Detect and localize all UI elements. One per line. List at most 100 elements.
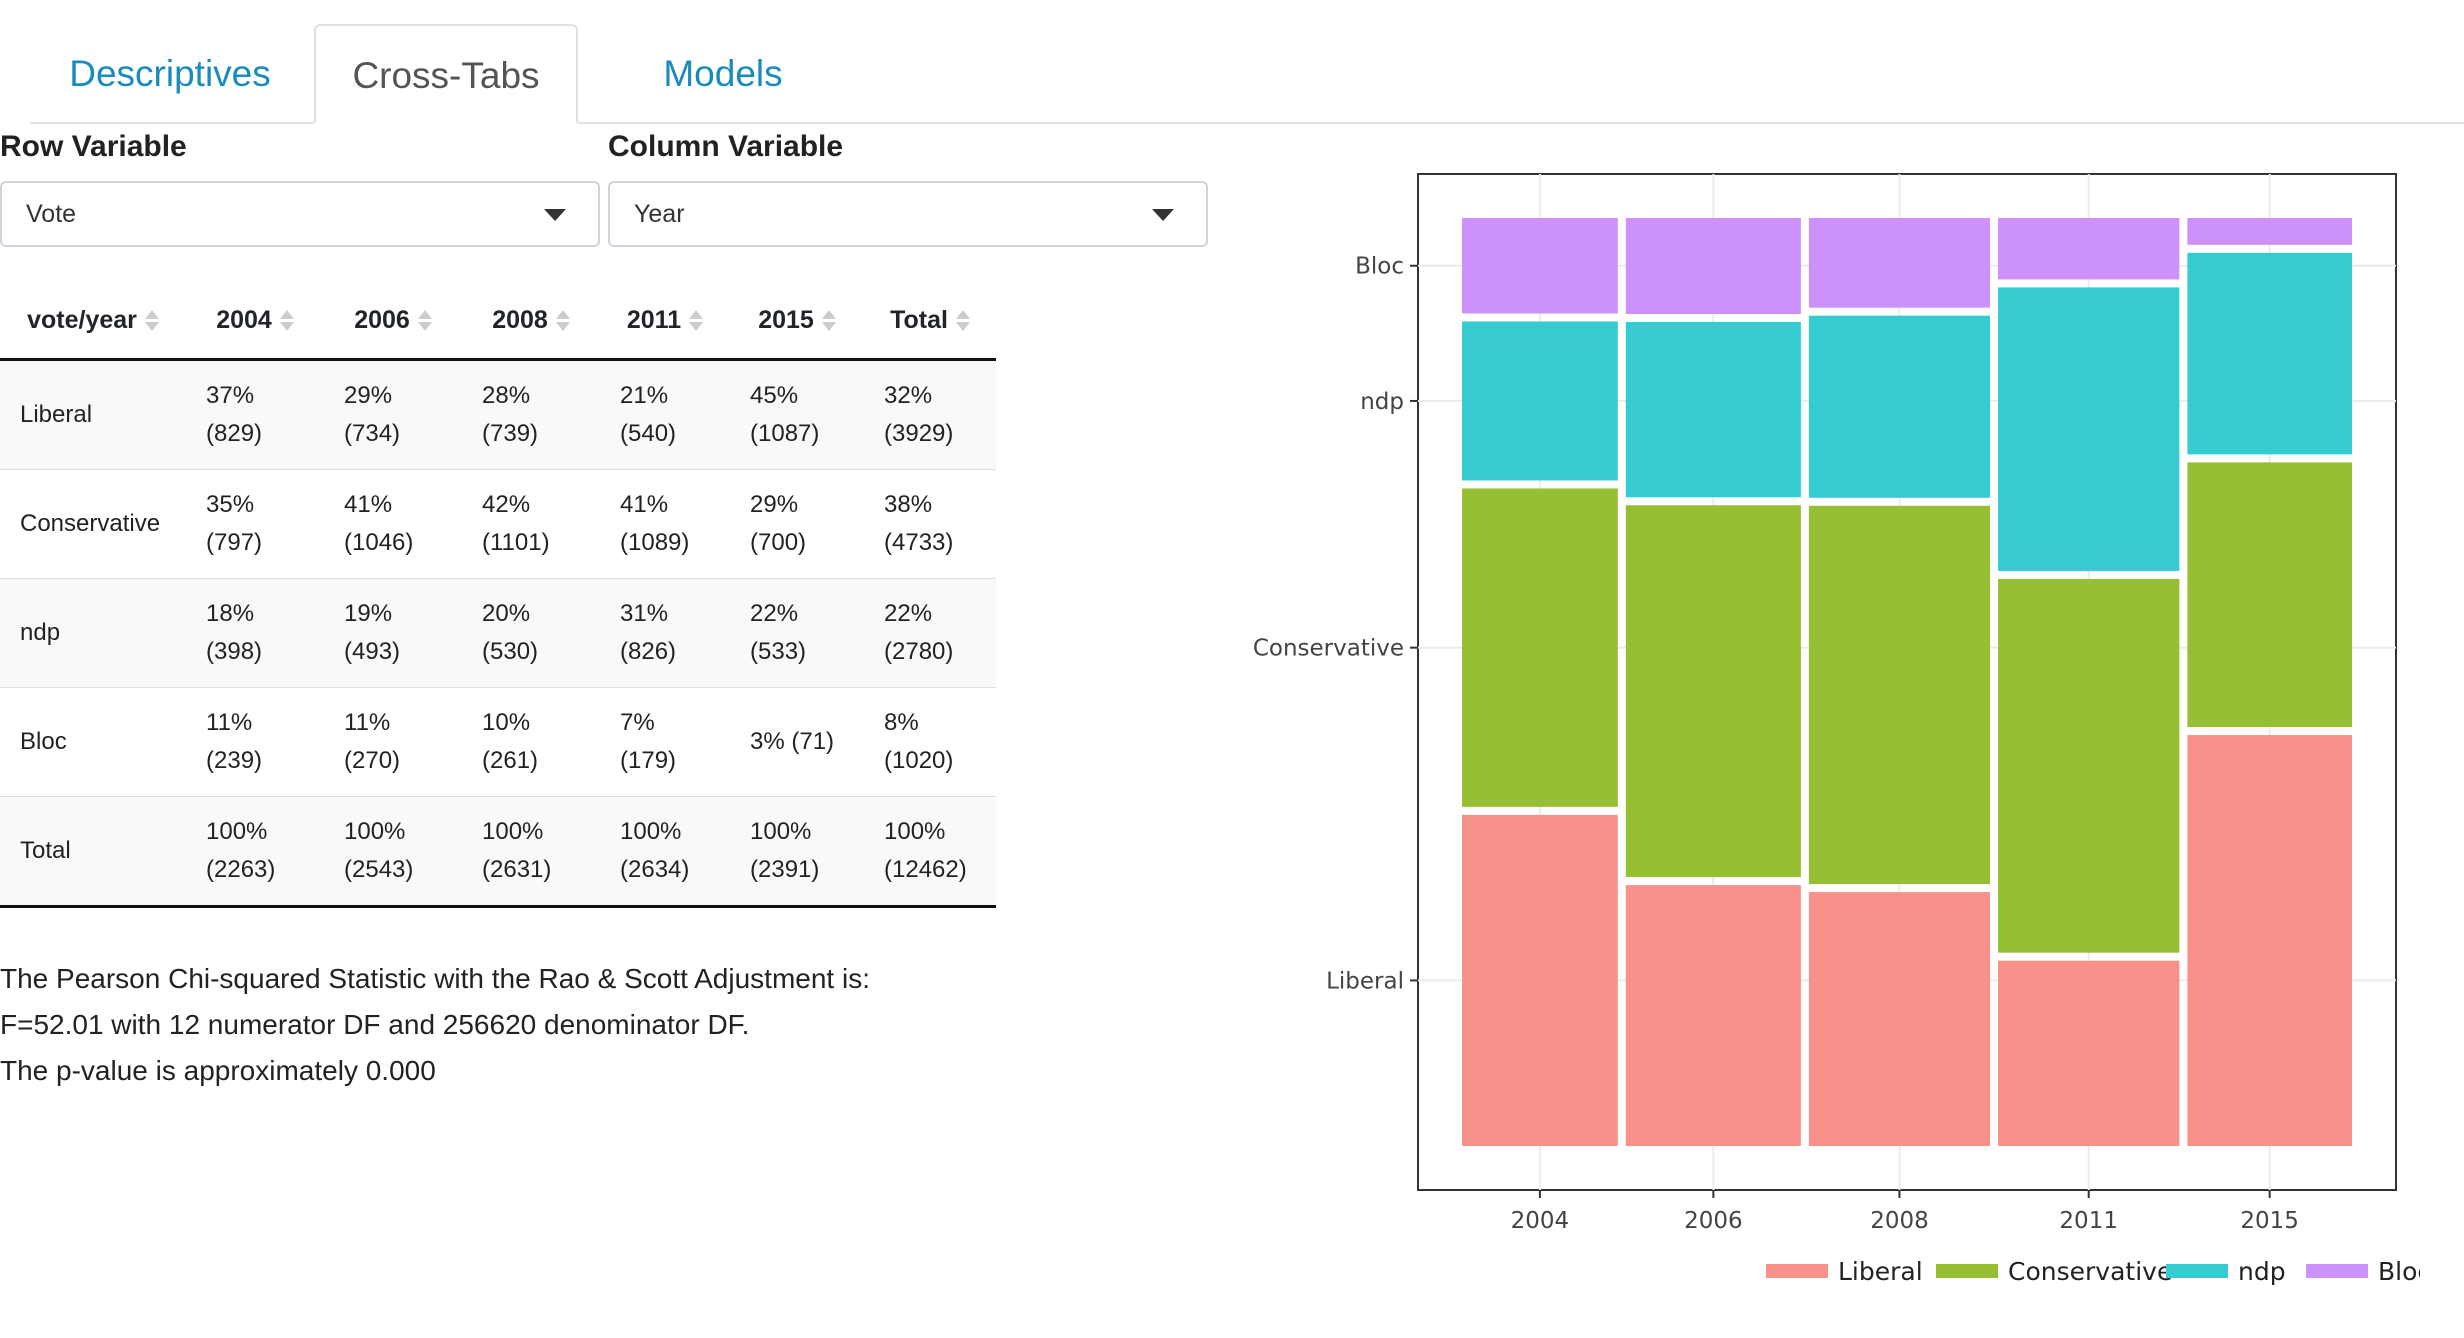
cell-count: (3929) [884, 420, 954, 447]
cell-percent: 100% [884, 818, 946, 845]
table-cell: 20% (530) [462, 578, 600, 688]
mosaic-tile-ndp-2008 [1808, 315, 1991, 498]
mosaic-tile-conservative-2015 [2187, 462, 2352, 728]
sort-arrows-icon[interactable] [144, 310, 159, 332]
cell-percent: 11% [344, 709, 391, 736]
table-cell: 8% (1020) [864, 687, 996, 797]
column-header-2006[interactable]: 2006 [324, 282, 462, 361]
cell-count: (1020) [884, 747, 954, 774]
legend-swatch-ndp [2166, 1264, 2228, 1278]
x-tick-label: 2008 [1870, 1208, 1929, 1234]
legend-label: Bloc [2378, 1257, 2420, 1286]
legend-label: Conservative [2008, 1257, 2172, 1286]
sort-arrows-icon[interactable] [279, 310, 294, 332]
table-cell: 28% (739) [462, 359, 600, 470]
column-header-label: 2011 [626, 305, 682, 334]
sort-arrows-icon[interactable] [689, 310, 704, 332]
table-cell: 31% (826) [600, 578, 730, 688]
table-cell: 100% (12462) [864, 796, 996, 908]
cell-percent: 22% [884, 600, 933, 627]
row-name: Bloc [0, 687, 186, 797]
cell-count: (2634) [620, 856, 690, 883]
tab-bar-divider [30, 122, 2464, 124]
cell-percent: 37% [206, 382, 255, 409]
table-cell: 100% (2263) [186, 796, 324, 908]
column-header-label: vote/year [27, 305, 137, 334]
cell-percent: 100% [206, 818, 268, 845]
table-cell: 100% (2634) [600, 796, 730, 908]
sort-arrows-icon[interactable] [955, 310, 970, 332]
column-header-total[interactable]: Total [864, 282, 996, 361]
legend-label: Liberal [1838, 1257, 1923, 1286]
table-cell: 7% (179) [600, 687, 730, 797]
table-cell: 29% (700) [730, 469, 864, 579]
cell-percent: 42% [482, 491, 531, 518]
mosaic-tile-bloc-2015 [2187, 218, 2352, 245]
cell-percent: 20% [482, 600, 531, 627]
table-cell: 38% (4733) [864, 469, 996, 579]
legend-swatch-conservative [1936, 1264, 1998, 1278]
table-row: Conservative 35% (797) 41% (1046) 42% (1101) 41… [0, 469, 996, 579]
cell-count: (398) [206, 638, 263, 665]
table-cell: 19% (493) [324, 578, 462, 688]
cell-percent: 18% [206, 600, 255, 627]
sort-arrows-icon[interactable] [821, 310, 836, 332]
column-variable-select[interactable]: Year [608, 181, 1208, 247]
sort-arrows-icon[interactable] [555, 310, 570, 332]
row-variable-value: Vote [26, 200, 77, 228]
mosaic-tile-conservative-2008 [1808, 505, 1991, 885]
tab-models[interactable]: Models [663, 53, 783, 94]
row-variable-select[interactable]: Vote [0, 181, 600, 247]
cell-percent: 29% [750, 491, 799, 518]
row-name: Liberal [0, 359, 186, 470]
x-tick-label: 2006 [1684, 1208, 1743, 1234]
cell-percent: 22% [750, 600, 799, 627]
table-cell: 3% (71) [730, 687, 864, 797]
mosaic-plot: Liberal Conservative ndp Bloc 2004 2006 2008 20… [1253, 173, 2420, 1286]
cell-percent: 100% [620, 818, 682, 845]
column-header-label: 2004 [216, 305, 272, 334]
table-cell: 37% (829) [186, 359, 324, 470]
column-header-2011[interactable]: 2011 [600, 282, 730, 361]
mosaic-tile-liberal-2004 [1462, 814, 1618, 1146]
tab-descriptives[interactable]: Descriptives [69, 53, 271, 94]
chi-squared-summary: The Pearson Chi-squared Statistic with t… [0, 956, 870, 1094]
cell-count: (1089) [620, 529, 690, 556]
cell-percent: 100% [750, 818, 812, 845]
tab-cross-tabs[interactable]: Cross-Tabs [314, 24, 578, 124]
cell-count: (540) [620, 420, 677, 447]
table-cell: 10% (261) [462, 687, 600, 797]
cell-percent: 45% [750, 382, 799, 409]
cell-percent: 11% [206, 709, 253, 736]
table-cell: 22% (533) [730, 578, 864, 688]
table-cell: 29% (734) [324, 359, 462, 470]
cell-count: (261) [482, 747, 539, 774]
cell-percent: 41% [344, 491, 393, 518]
sort-arrows-icon[interactable] [417, 310, 432, 332]
legend-swatch-bloc [2306, 1264, 2368, 1278]
column-header-vote-year[interactable]: vote/year [0, 282, 186, 361]
cell-count: (2780) [884, 638, 954, 665]
mosaic-tile-bloc-2008 [1808, 218, 1991, 308]
column-header-2008[interactable]: 2008 [462, 282, 600, 361]
chi-squared-line-1: The Pearson Chi-squared Statistic with t… [0, 963, 870, 994]
table-cell: 100% (2391) [730, 796, 864, 908]
cell-count: (734) [344, 420, 401, 447]
cell-percent: 3% (71) [750, 728, 835, 755]
cell-percent: 35% [206, 491, 255, 518]
cell-percent: 41% [620, 491, 669, 518]
cell-count: (739) [482, 420, 539, 447]
mosaic-tile-conservative-2011 [1998, 578, 2180, 953]
row-variable-label: Row Variable [0, 130, 187, 163]
cell-percent: 28% [482, 382, 531, 409]
column-header-2004[interactable]: 2004 [186, 282, 324, 361]
column-variable-value: Year [634, 200, 685, 228]
cell-count: (533) [750, 638, 807, 665]
table-row: Bloc 11% (239) 11% (270) 10% (261) 7% (179) 3% (7… [0, 687, 996, 797]
column-header-2015[interactable]: 2015 [730, 282, 864, 361]
column-header-label: 2006 [354, 305, 410, 334]
chi-squared-line-3: The p-value is approximately 0.000 [0, 1055, 436, 1086]
cell-count: (2543) [344, 856, 414, 883]
mosaic-tile-bloc-2004 [1462, 218, 1618, 314]
chevron-down-icon [1152, 209, 1174, 221]
